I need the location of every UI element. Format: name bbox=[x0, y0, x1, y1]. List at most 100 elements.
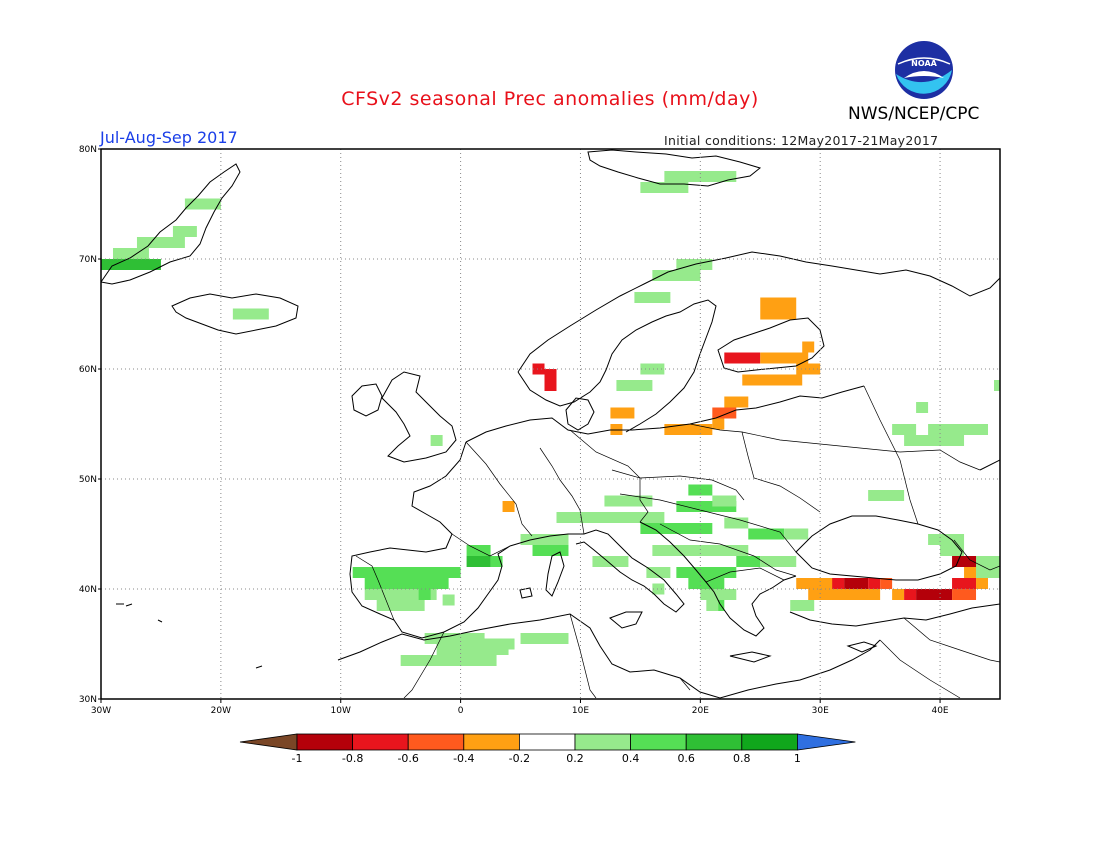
anomaly-cell bbox=[652, 545, 749, 556]
anomaly-cell bbox=[952, 556, 977, 567]
anomaly-cell bbox=[880, 578, 893, 589]
colorbar-tick-label: 1 bbox=[794, 752, 801, 765]
anomaly-cell bbox=[760, 352, 809, 364]
anomaly-cell bbox=[688, 578, 725, 589]
colorbar-tick-label: -0.4 bbox=[453, 752, 474, 765]
anomaly-cell bbox=[430, 435, 443, 446]
anomaly-cell bbox=[640, 363, 665, 375]
anomaly-cell bbox=[532, 545, 569, 556]
lat-tick-label: 60N bbox=[79, 365, 97, 375]
period-label: Jul-Aug-Sep 2017 bbox=[100, 128, 238, 147]
anomaly-cell bbox=[928, 534, 965, 545]
anomaly-cell bbox=[892, 424, 917, 435]
anomaly-cell bbox=[916, 589, 953, 600]
colorbar-low-extend bbox=[239, 733, 298, 751]
anomaly-cell bbox=[712, 418, 725, 430]
colorbar-bin bbox=[407, 733, 465, 751]
anomaly-cell bbox=[760, 297, 797, 320]
anomaly-cell bbox=[916, 402, 929, 413]
lon-tick-label: 10W bbox=[331, 706, 351, 716]
colorbar-bin bbox=[741, 733, 798, 751]
noaa-logo-text: NOAA bbox=[911, 59, 937, 68]
anomaly-cell bbox=[832, 578, 845, 589]
anomaly-cell bbox=[742, 374, 803, 386]
anomaly-cell bbox=[790, 600, 815, 611]
map-title: CFSv2 seasonal Prec anomalies (mm/day) bbox=[341, 88, 759, 110]
anomaly-cell bbox=[442, 594, 455, 606]
colorbar-bin bbox=[574, 733, 631, 751]
map-area bbox=[101, 149, 1000, 699]
anomaly-cell bbox=[490, 556, 503, 567]
anomaly-cell bbox=[904, 435, 965, 446]
anomaly-cell bbox=[700, 589, 737, 600]
lon-tick-label: 30W bbox=[91, 706, 111, 716]
lat-tick-label: 30N bbox=[79, 695, 97, 705]
colorbar-tick-label: -0.6 bbox=[397, 752, 418, 765]
colorbar-bin bbox=[352, 733, 409, 751]
anomaly-cell bbox=[652, 583, 665, 595]
colorbar-bin bbox=[296, 733, 353, 751]
anomaly-cell bbox=[101, 259, 161, 270]
colorbar-tick-label: 0.2 bbox=[566, 752, 584, 765]
colorbar-tick-label: -0.8 bbox=[342, 752, 363, 765]
lat-tick-label: 80N bbox=[79, 145, 97, 155]
anomaly-cell bbox=[676, 567, 737, 578]
anomaly-cell bbox=[364, 578, 449, 589]
anomaly-cell bbox=[376, 567, 461, 578]
anomaly-cell bbox=[808, 589, 881, 600]
anomaly-cell bbox=[616, 380, 653, 391]
initial-conditions-label: Initial conditions: 12May2017-21May2017 bbox=[664, 133, 939, 148]
anomaly-cell bbox=[664, 171, 737, 182]
anomaly-cell bbox=[466, 556, 491, 567]
anomaly-cell bbox=[364, 589, 437, 600]
lon-tick-label: 30E bbox=[812, 706, 829, 716]
anomaly-cell bbox=[724, 396, 749, 408]
anomaly-cell bbox=[556, 512, 665, 523]
anomaly-cell bbox=[532, 363, 545, 375]
anomaly-cell bbox=[640, 182, 689, 193]
anomaly-cell bbox=[172, 226, 197, 237]
anomaly-cell bbox=[400, 655, 497, 666]
anomaly-cell bbox=[802, 341, 815, 353]
noaa-logo-icon: NOAA bbox=[895, 41, 953, 99]
colorbar-bin bbox=[463, 733, 520, 751]
anomaly-cell bbox=[868, 578, 881, 589]
lon-tick-label: 20W bbox=[211, 706, 231, 716]
anomaly-cell bbox=[736, 556, 761, 567]
anomaly-cell bbox=[652, 270, 701, 281]
anomaly-cell bbox=[712, 407, 737, 419]
anomaly-cell bbox=[418, 589, 431, 600]
lat-tick-label: 70N bbox=[79, 255, 97, 265]
anomaly-cell bbox=[520, 534, 569, 545]
anomaly-cell bbox=[502, 501, 515, 512]
anomaly-cell bbox=[664, 424, 713, 435]
anomaly-cell bbox=[940, 545, 965, 556]
anomaly-cell bbox=[964, 567, 977, 578]
anomaly-cell bbox=[592, 556, 629, 567]
anomaly-cell bbox=[868, 490, 905, 501]
anomaly-cell bbox=[784, 528, 809, 540]
anomaly-cell bbox=[646, 567, 671, 578]
colorbar-high-extend bbox=[797, 733, 856, 751]
country-borders bbox=[355, 385, 1000, 699]
anomaly-cell bbox=[436, 644, 509, 655]
org-label: NWS/NCEP/CPC bbox=[848, 104, 980, 124]
colorbar-bin bbox=[685, 733, 743, 751]
anomaly-cell bbox=[676, 501, 737, 512]
colorbar-tick-label: 0.6 bbox=[677, 752, 695, 765]
anomaly-cell bbox=[520, 633, 569, 644]
colorbar-tick-label: 0.8 bbox=[733, 752, 751, 765]
anomaly-cell bbox=[184, 198, 221, 210]
anomaly-cell bbox=[634, 292, 671, 303]
anomaly-cell bbox=[136, 237, 185, 248]
anomaly-cell bbox=[724, 352, 761, 364]
colorbar-bin bbox=[519, 733, 576, 751]
anomaly-cell bbox=[796, 363, 821, 375]
colorbar: -1 -0.8 -0.6 -0.4 -0.2 0.2 0.4 0.6 0.8 1 bbox=[239, 733, 856, 765]
lon-tick-label: 0 bbox=[458, 706, 464, 716]
anomaly-cell bbox=[604, 495, 653, 507]
anomaly-cell bbox=[712, 495, 737, 507]
anomaly-cell bbox=[928, 424, 989, 435]
anomaly-cell bbox=[376, 600, 425, 611]
colorbar-tick-label: -1 bbox=[292, 752, 303, 765]
